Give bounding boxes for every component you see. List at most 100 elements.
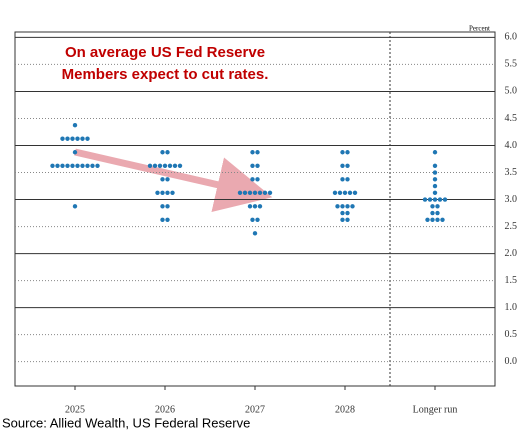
dot	[165, 190, 170, 195]
dot	[160, 190, 165, 195]
dot	[340, 210, 345, 216]
dot	[430, 217, 435, 223]
dot	[430, 210, 435, 216]
dot	[167, 163, 173, 168]
dot	[160, 150, 165, 155]
dot	[352, 190, 358, 195]
dot	[347, 190, 353, 195]
dot	[160, 217, 165, 223]
dot	[242, 190, 248, 195]
dot	[152, 163, 158, 168]
y-tick-label: 1.0	[505, 302, 518, 313]
annotation: On average US Fed Reserve	[65, 44, 265, 61]
dot	[442, 197, 448, 202]
x-tick-label: 2028	[335, 404, 355, 415]
dot	[172, 163, 178, 168]
dot	[250, 217, 255, 223]
source: Source: Allied Wealth, US Federal Reserv…	[2, 415, 250, 430]
dot	[75, 163, 80, 168]
dot	[70, 136, 75, 141]
y-tick-label: 5.0	[505, 86, 518, 97]
dot	[345, 163, 350, 168]
dot	[342, 190, 348, 195]
dot	[250, 150, 255, 155]
dot	[427, 197, 433, 202]
dot	[165, 177, 170, 182]
dot	[65, 163, 70, 168]
dot	[345, 217, 350, 223]
dot	[340, 163, 345, 168]
x-tick-label: 2026	[155, 404, 175, 415]
dot	[247, 204, 253, 209]
dot	[345, 177, 350, 182]
y-tick-label: 2.0	[505, 248, 518, 259]
x-tick-label: Longer run	[413, 404, 458, 415]
dot	[157, 163, 163, 168]
dot	[345, 204, 350, 209]
dot	[432, 197, 438, 202]
dot	[160, 177, 165, 182]
y-tick-label: 5.5	[505, 59, 518, 70]
dot	[430, 204, 435, 209]
y-label: Percent	[469, 25, 490, 33]
dot	[72, 204, 78, 209]
dot	[432, 150, 438, 155]
y-tick-label: 4.5	[505, 113, 518, 124]
dot	[177, 163, 183, 168]
y-tick-label: 3.0	[505, 194, 518, 205]
plot-frame	[14, 31, 496, 387]
y-tick-label: 1.5	[505, 275, 518, 286]
dot	[85, 163, 90, 168]
dot	[165, 150, 170, 155]
dot	[247, 190, 253, 195]
dot	[255, 217, 260, 223]
dot	[90, 163, 95, 168]
dot	[85, 136, 90, 141]
dot	[340, 217, 345, 223]
dot	[437, 197, 443, 202]
y-tick-label: 0.0	[505, 356, 518, 367]
dot	[170, 190, 175, 195]
dot	[435, 217, 440, 223]
dot	[72, 123, 78, 128]
dot	[345, 210, 350, 216]
dot	[337, 190, 343, 195]
dot	[252, 231, 258, 236]
dot	[340, 204, 345, 209]
dot	[70, 163, 75, 168]
dot	[80, 136, 85, 141]
dot	[340, 177, 345, 182]
dot	[435, 204, 440, 209]
dot	[72, 150, 78, 155]
dot	[252, 204, 258, 209]
dot	[432, 177, 438, 182]
dot	[257, 190, 263, 195]
dot	[165, 204, 170, 209]
dot	[335, 204, 340, 209]
dot	[60, 136, 65, 141]
dot	[250, 177, 255, 182]
dot	[255, 150, 260, 155]
dot	[262, 190, 268, 195]
dot	[440, 217, 445, 223]
dot	[435, 210, 440, 216]
dot	[55, 163, 60, 168]
dot	[95, 163, 100, 168]
dot	[160, 204, 165, 209]
dot	[425, 217, 430, 223]
dot	[255, 163, 260, 168]
trend-arrow	[74, 148, 273, 213]
dot	[340, 150, 345, 155]
dot	[147, 163, 153, 168]
dot	[250, 163, 255, 168]
dot	[252, 190, 258, 195]
dot	[155, 190, 160, 195]
dot	[255, 177, 260, 182]
dot	[345, 150, 350, 155]
dot	[350, 204, 355, 209]
dot	[162, 163, 168, 168]
annotation: Members expect to cut rates.	[62, 66, 269, 83]
y-tick-label: 6.0	[505, 32, 518, 43]
dot	[165, 217, 170, 223]
